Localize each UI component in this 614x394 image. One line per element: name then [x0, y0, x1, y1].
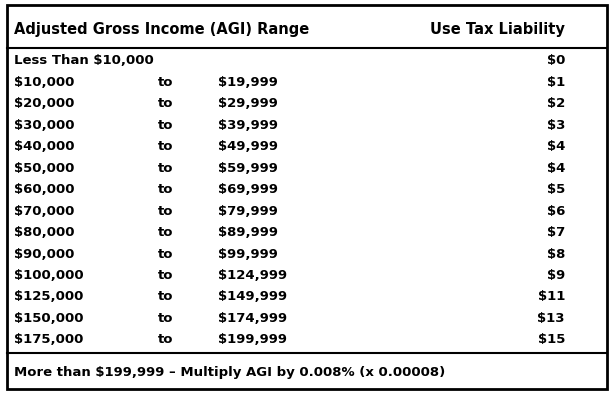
Text: Adjusted Gross Income (AGI) Range: Adjusted Gross Income (AGI) Range	[14, 22, 309, 37]
Text: $174,999: $174,999	[218, 312, 287, 325]
Text: $199,999: $199,999	[218, 333, 287, 346]
Text: to: to	[158, 247, 174, 260]
Text: $125,000: $125,000	[14, 290, 84, 303]
Text: $99,999: $99,999	[218, 247, 278, 260]
Text: $20,000: $20,000	[14, 97, 74, 110]
Text: to: to	[158, 76, 174, 89]
Text: $59,999: $59,999	[218, 162, 278, 175]
Text: $8: $8	[546, 247, 565, 260]
Text: to: to	[158, 183, 174, 196]
Text: to: to	[158, 290, 174, 303]
Text: to: to	[158, 269, 174, 282]
Text: $4: $4	[546, 162, 565, 175]
Text: $15: $15	[537, 333, 565, 346]
Text: $100,000: $100,000	[14, 269, 84, 282]
Text: $39,999: $39,999	[218, 119, 278, 132]
Text: to: to	[158, 333, 174, 346]
Text: to: to	[158, 140, 174, 153]
Text: $11: $11	[537, 290, 565, 303]
Text: $50,000: $50,000	[14, 162, 74, 175]
Text: $7: $7	[546, 226, 565, 239]
Text: $13: $13	[537, 312, 565, 325]
Text: $6: $6	[546, 204, 565, 217]
Text: $175,000: $175,000	[14, 333, 84, 346]
Text: $3: $3	[546, 119, 565, 132]
Text: $40,000: $40,000	[14, 140, 75, 153]
Text: $10,000: $10,000	[14, 76, 74, 89]
Text: to: to	[158, 119, 174, 132]
Text: $149,999: $149,999	[218, 290, 287, 303]
Text: $79,999: $79,999	[218, 204, 278, 217]
Text: More than $199,999 – Multiply AGI by 0.008% (x 0.00008): More than $199,999 – Multiply AGI by 0.0…	[14, 366, 445, 379]
Text: $30,000: $30,000	[14, 119, 75, 132]
Text: Use Tax Liability: Use Tax Liability	[430, 22, 565, 37]
Text: $69,999: $69,999	[218, 183, 278, 196]
Text: $80,000: $80,000	[14, 226, 75, 239]
Text: $0: $0	[546, 54, 565, 67]
Text: $90,000: $90,000	[14, 247, 74, 260]
Text: $89,999: $89,999	[218, 226, 278, 239]
Text: $4: $4	[546, 140, 565, 153]
Text: $150,000: $150,000	[14, 312, 84, 325]
Text: Less Than $10,000: Less Than $10,000	[14, 54, 154, 67]
Text: to: to	[158, 162, 174, 175]
Text: $124,999: $124,999	[218, 269, 287, 282]
Text: to: to	[158, 204, 174, 217]
Text: to: to	[158, 312, 174, 325]
Text: $60,000: $60,000	[14, 183, 75, 196]
Text: $9: $9	[546, 269, 565, 282]
Text: $70,000: $70,000	[14, 204, 74, 217]
Text: $5: $5	[546, 183, 565, 196]
Text: $2: $2	[546, 97, 565, 110]
Text: $1: $1	[546, 76, 565, 89]
Text: $49,999: $49,999	[218, 140, 278, 153]
Text: to: to	[158, 226, 174, 239]
Text: $29,999: $29,999	[218, 97, 278, 110]
Text: to: to	[158, 97, 174, 110]
Text: $19,999: $19,999	[218, 76, 278, 89]
